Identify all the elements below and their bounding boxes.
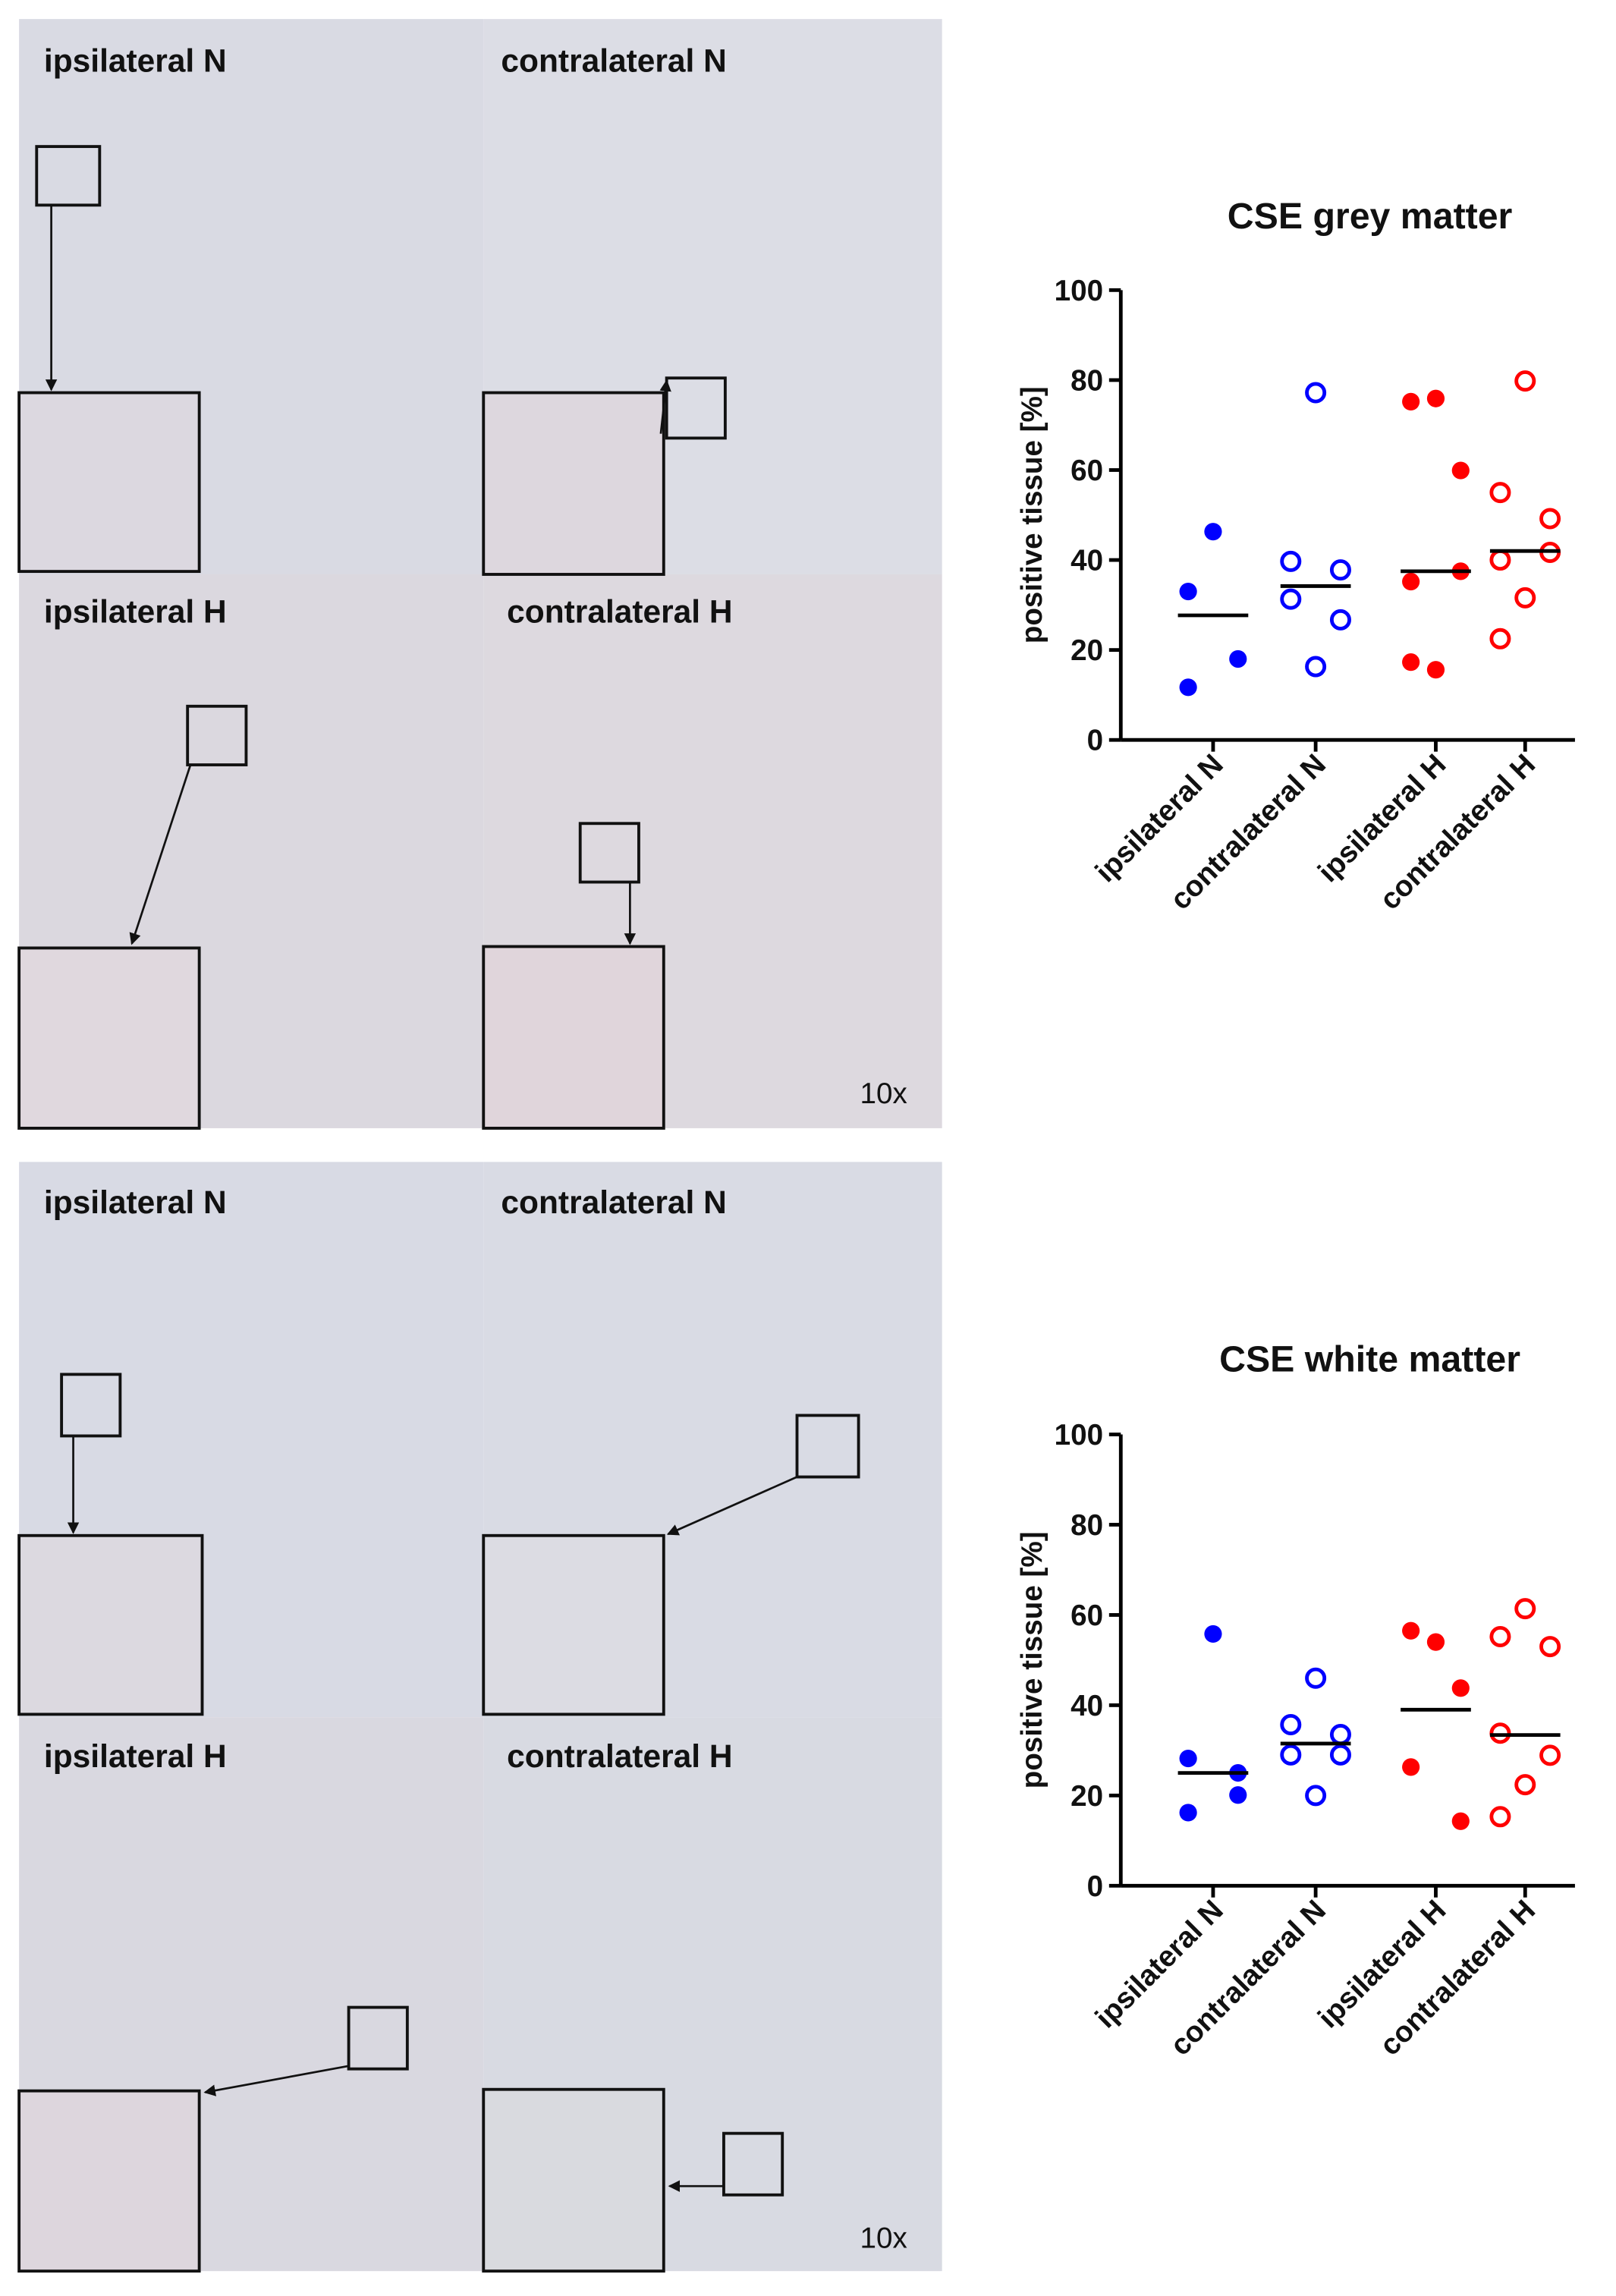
data-point [1426,661,1445,679]
x-tick-label: contralateral H [1373,1894,1542,2062]
magnification: 10x [860,1077,907,1110]
y-tick-label: 80 [1071,1509,1103,1542]
data-point [1179,678,1197,697]
panel-label: ipsilateral N [44,44,227,80]
y-tick-label: 80 [1071,364,1103,397]
chart-title: CSE grey matter [1228,196,1513,237]
data-point [1489,1625,1511,1647]
y-tick-label: 60 [1071,1599,1103,1632]
data-point [1179,1749,1197,1768]
data-point [1329,1744,1351,1766]
data-point [1204,1624,1222,1643]
chart-title: CSE white matter [1219,1338,1520,1379]
y-tick-label: 20 [1071,634,1103,667]
panel-label: contralateral H [507,1739,732,1775]
data-point [1451,1812,1470,1830]
data-point [1204,523,1222,541]
data-point [1280,550,1302,572]
data-point [1539,1744,1561,1766]
panel-label: contralateral H [507,595,732,631]
data-point [1179,582,1197,601]
x-tick-label: contralateral H [1373,748,1542,917]
data-point [1280,1744,1302,1766]
data-point [1329,559,1351,581]
y-axis-label: positive tissue [%] [1016,1531,1049,1788]
data-point [1402,653,1420,672]
data-point [1514,1774,1536,1796]
y-axis-label: positive tissue [%] [1016,386,1049,643]
data-point [1329,1724,1351,1746]
data-point [1229,1786,1247,1804]
data-point [1514,587,1536,609]
panel-label: ipsilateral N [44,1185,227,1221]
panel-label: ipsilateral H [44,1739,227,1775]
data-point [1489,482,1511,504]
y-tick-label: 0 [1087,725,1103,757]
data-point [1305,1667,1327,1689]
panel-label: contralateral N [501,1185,726,1221]
data-point [1229,649,1247,668]
data-point [1489,627,1511,649]
data-point [1402,572,1420,591]
data-point [1489,1806,1511,1828]
data-point [1179,1804,1197,1822]
data-point [1402,392,1420,410]
data-point [1426,389,1445,407]
micrograph-panel: ipsilateral N contralateral N ipsilatera… [17,19,942,1130]
data-point [1426,1633,1445,1651]
data-point [1329,609,1351,631]
chart: CSE white matter positive tissue [%] 0 20 40… [1016,1338,1575,2062]
y-tick-label: 20 [1071,1780,1103,1813]
y-tick-label: 100 [1055,275,1103,307]
y-tick-label: 0 [1087,1870,1103,1903]
panel-label: contralateral N [501,44,726,80]
data-point [1402,1621,1420,1640]
data-point [1305,656,1327,678]
chart: CSE grey matter positive tissue [%] 0 20 40 6… [1016,196,1575,917]
micrograph-panel: ipsilateral N contralateral N ipsilatera… [17,1162,942,2273]
data-point [1489,549,1511,571]
data-point [1402,1758,1420,1776]
y-tick-label: 40 [1071,1690,1103,1722]
data-point [1305,1785,1327,1807]
data-point [1514,1598,1536,1620]
data-point [1451,461,1470,480]
data-point [1539,508,1561,530]
data-point [1280,1713,1302,1735]
magnification: 10x [860,2222,907,2254]
y-tick-label: 40 [1071,545,1103,577]
data-point [1280,588,1302,610]
data-point [1539,1636,1561,1658]
data-point [1514,370,1536,392]
data-point [1305,382,1327,404]
data-point [1451,1679,1470,1697]
panel-label: ipsilateral H [44,595,227,631]
y-tick-label: 100 [1055,1419,1103,1452]
y-tick-label: 60 [1071,454,1103,487]
